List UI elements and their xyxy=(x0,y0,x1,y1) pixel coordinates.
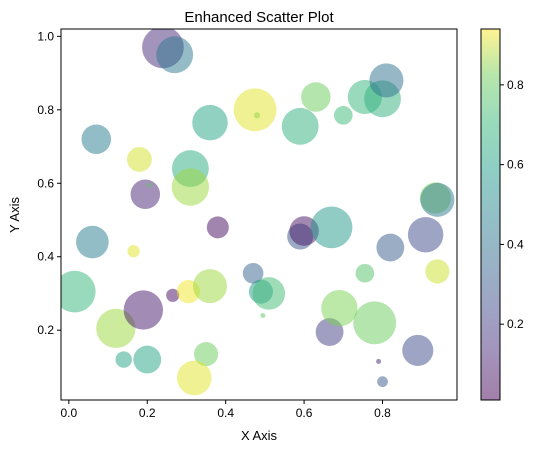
scatter-point-23 xyxy=(310,206,353,249)
scatter-point-17 xyxy=(146,182,152,188)
scatter-point-7 xyxy=(171,168,210,206)
y-tick-label: 0.6 xyxy=(37,176,54,190)
scatter-point-18 xyxy=(76,225,109,259)
y-axis-label: Y Axis xyxy=(7,197,22,233)
x-tick-label: 0.2 xyxy=(139,406,156,420)
scatter-point-38 xyxy=(176,360,212,396)
scatter-point-34 xyxy=(166,288,180,302)
scatter-point-42 xyxy=(260,313,266,319)
x-tick-label: 0.4 xyxy=(217,406,234,420)
scatter-point-4 xyxy=(126,146,152,172)
scatter-point-32 xyxy=(133,345,162,374)
colorbar-tick-label: 0.4 xyxy=(507,237,524,251)
scatter-point-8 xyxy=(233,88,277,132)
chart-title: Enhanced Scatter Plot xyxy=(184,9,334,26)
x-tick-label: 0.8 xyxy=(374,406,391,420)
scatter-point-24 xyxy=(376,233,405,262)
scatter-point-11 xyxy=(301,82,331,112)
scatter-point-25 xyxy=(407,216,444,253)
plot-frame xyxy=(60,28,458,401)
colorbar-tick-label: 0.2 xyxy=(507,317,524,331)
scatter-point-31 xyxy=(115,351,132,368)
scatter-point-3 xyxy=(81,124,112,154)
x-tick-label: 0.6 xyxy=(296,406,313,420)
y-tick-label: 0.4 xyxy=(37,250,54,264)
x-tick-label: 0.0 xyxy=(60,406,77,420)
y-tick-label: 0.8 xyxy=(37,103,54,117)
y-tick-label: 0.2 xyxy=(37,323,54,337)
scatter-point-29 xyxy=(61,270,96,313)
colorbar-frame xyxy=(480,28,501,401)
colorbar xyxy=(481,29,500,400)
x-axis-label: X Axis xyxy=(241,428,278,443)
points-layer xyxy=(61,29,455,396)
scatter-point-19 xyxy=(127,245,140,258)
y-tick-label: 1.0 xyxy=(37,29,54,43)
scatter-point-44 xyxy=(321,290,358,327)
colorbar-ticks: 0.2 0.4 0.6 0.8 xyxy=(500,78,524,331)
scatter-point-46 xyxy=(353,301,397,345)
scatter-point-15 xyxy=(369,63,404,98)
y-axis-ticks: 0.2 0.4 0.6 0.8 1.0 xyxy=(37,29,61,337)
scatter-point-39 xyxy=(242,262,264,284)
scatter-point-36 xyxy=(192,269,228,304)
scatter-point-27 xyxy=(420,182,455,217)
scatter-point-49 xyxy=(402,334,434,366)
scatter-point-45 xyxy=(355,263,375,283)
scatter-point-28 xyxy=(425,259,450,284)
scatter-point-12 xyxy=(333,105,353,125)
scatter-point-48 xyxy=(377,376,388,388)
scatter-point-41 xyxy=(252,277,286,310)
scatter-point-47 xyxy=(376,358,382,364)
scatter-point-5 xyxy=(192,104,228,141)
x-axis-ticks: 0.0 0.2 0.4 0.6 0.8 xyxy=(60,400,391,420)
colorbar-tick-label: 0.8 xyxy=(507,78,524,92)
scatter-point-9 xyxy=(253,112,261,119)
scatter-point-2 xyxy=(156,36,194,74)
scatter-point-16 xyxy=(130,179,161,210)
scatter-point-33 xyxy=(123,290,164,330)
scatter-point-37 xyxy=(194,342,219,367)
scatter-point-10 xyxy=(281,107,319,145)
scatter-point-20 xyxy=(206,216,229,239)
colorbar-tick-label: 0.6 xyxy=(507,158,524,172)
